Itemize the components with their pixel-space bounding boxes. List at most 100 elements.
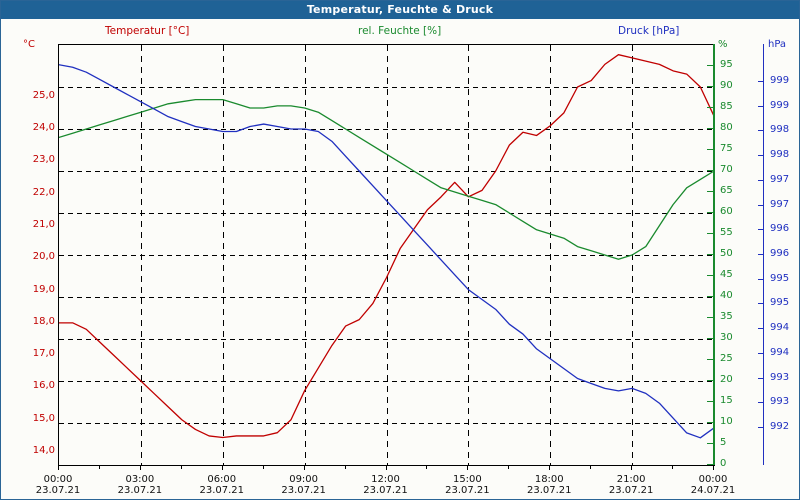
pressure-axis-tick-label: 992	[770, 420, 790, 432]
x-axis-tick-label: 00:00 23.07.21	[28, 474, 88, 496]
x-axis-tick	[631, 465, 632, 470]
humidity-axis-tick-label: 30	[720, 332, 733, 343]
humidity-axis-spine	[713, 44, 715, 465]
x-tick-time: 03:00	[125, 474, 155, 485]
x-tick-time: 18:00	[534, 474, 564, 485]
humidity-axis-tick	[707, 254, 713, 255]
left-axis-unit: °C	[23, 39, 35, 50]
humidity-axis-tick	[707, 380, 713, 381]
x-axis-minor-tick	[672, 465, 673, 469]
pressure-axis-tick	[758, 130, 763, 132]
x-tick-time: 00:00	[43, 474, 73, 485]
humidity-axis-tick	[707, 338, 713, 339]
pressure-axis-tick	[758, 303, 763, 305]
humidity-axis-tick-label: 40	[720, 290, 733, 301]
x-tick-date: 24.07.21	[690, 485, 736, 496]
legend-item-pressure: Druck [hPa]	[618, 25, 680, 37]
humidity-axis-tick	[707, 170, 713, 171]
x-axis-tick	[222, 465, 223, 470]
humidity-axis-tick-label: 45	[720, 269, 733, 280]
x-axis-tick-label: 09:00 23.07.21	[274, 474, 334, 496]
x-axis-tick	[467, 465, 468, 470]
x-tick-date: 23.07.21	[526, 485, 572, 496]
humidity-axis-tick-label: 80	[720, 122, 733, 133]
left-axis-tick-label: 18,0	[32, 315, 55, 327]
x-axis-minor-tick	[345, 465, 346, 469]
legend-item-humidity: rel. Feuchte [%]	[358, 25, 442, 37]
right-outer-axis-unit: hPa	[768, 39, 787, 50]
window-title: Temperatur, Feuchte & Druck	[306, 3, 494, 16]
pressure-axis-tick	[758, 328, 763, 330]
pressure-axis-tick	[758, 179, 763, 181]
left-axis-tick-label: 17,0	[32, 348, 55, 360]
humidity-axis-tick-label: 85	[720, 101, 733, 112]
pressure-axis-tick	[758, 204, 763, 206]
x-tick-time: 21:00	[616, 474, 646, 485]
pressure-axis-tick-label: 999	[770, 99, 790, 111]
pressure-axis-tick-label: 998	[770, 124, 790, 136]
x-tick-date: 23.07.21	[608, 485, 654, 496]
humidity-axis-tick	[707, 443, 713, 444]
x-axis-minor-tick	[99, 465, 100, 469]
humidity-axis-tick-label: 55	[720, 227, 733, 238]
humidity-axis-tick-label: 95	[720, 59, 733, 70]
pressure-axis-tick-label: 995	[770, 272, 790, 284]
pressure-axis-tick	[758, 352, 763, 354]
humidity-axis-tick	[707, 359, 713, 360]
pressure-axis-tick	[758, 105, 763, 107]
humidity-axis-tick-label: 15	[720, 395, 733, 406]
pressure-axis-tick-label: 993	[770, 396, 790, 408]
x-axis-minor-tick	[590, 465, 591, 469]
x-axis-minor-tick	[426, 465, 427, 469]
humidity-axis-tick	[707, 464, 713, 465]
x-tick-date: 23.07.21	[445, 485, 490, 496]
pressure-axis-tick-label: 996	[770, 223, 790, 235]
pressure-axis-tick	[758, 278, 763, 280]
humidity-axis-tick-label: 60	[720, 206, 733, 217]
window-title-bar: Temperatur, Feuchte & Druck	[1, 1, 799, 19]
humidity-axis-tick	[707, 212, 713, 213]
x-tick-time: 00:00	[698, 474, 728, 485]
pressure-axis-spine	[763, 44, 764, 465]
pressure-axis-tick-label: 999	[770, 75, 790, 87]
left-axis-tick-label: 19,0	[32, 283, 55, 295]
left-axis-tick-label: 20,0	[32, 251, 55, 263]
humidity-axis-tick-label: 10	[720, 416, 733, 427]
humidity-axis-tick-label: 20	[720, 374, 733, 385]
plot-box	[58, 44, 715, 466]
humidity-axis-tick-label: 5	[720, 437, 727, 448]
x-axis-minor-tick	[181, 465, 182, 469]
chart-area: Temperatur [°C] rel. Feuchte [%] Druck […	[1, 19, 799, 499]
humidity-axis-tick-label: 90	[720, 80, 733, 91]
x-axis-tick	[140, 465, 141, 470]
x-tick-date: 23.07.21	[117, 485, 163, 496]
pressure-axis-tick-label: 995	[770, 297, 790, 309]
humidity-axis-tick-label: 0	[720, 458, 727, 469]
pressure-axis-tick	[758, 229, 763, 231]
humidity-axis-tick	[707, 65, 713, 66]
x-axis-tick	[304, 465, 305, 470]
humidity-axis-tick	[707, 422, 713, 423]
x-axis-tick-label: 00:00 24.07.21	[683, 474, 743, 496]
data-series-layer	[59, 54, 714, 439]
x-axis-tick	[713, 465, 714, 470]
x-tick-time: 15:00	[452, 474, 482, 485]
humidity-axis-tick	[707, 401, 713, 402]
x-axis-minor-tick	[508, 465, 509, 469]
vertical-gridlines	[141, 45, 633, 465]
pressure-axis-tick-label: 994	[770, 322, 790, 334]
left-axis-tick-label: 14,0	[32, 445, 55, 457]
x-axis-tick	[549, 465, 550, 470]
x-tick-date: 23.07.21	[199, 485, 245, 496]
humidity-axis-tick-label: 75	[720, 143, 733, 154]
humidity-axis-tick-label: 65	[720, 185, 733, 196]
legend-item-temperature: Temperatur [°C]	[105, 25, 190, 37]
x-tick-time: 09:00	[289, 474, 319, 485]
left-axis-tick-label: 24,0	[32, 122, 55, 133]
pressure-axis-tick	[758, 81, 763, 83]
humidity-axis-tick-label: 50	[720, 248, 733, 259]
humidity-axis-tick	[707, 296, 713, 297]
pressure-axis-tick-label: 997	[770, 173, 790, 185]
x-axis-tick-label: 03:00 23.07.21	[110, 474, 170, 496]
x-axis-tick-label: 18:00 23.07.21	[519, 474, 579, 496]
